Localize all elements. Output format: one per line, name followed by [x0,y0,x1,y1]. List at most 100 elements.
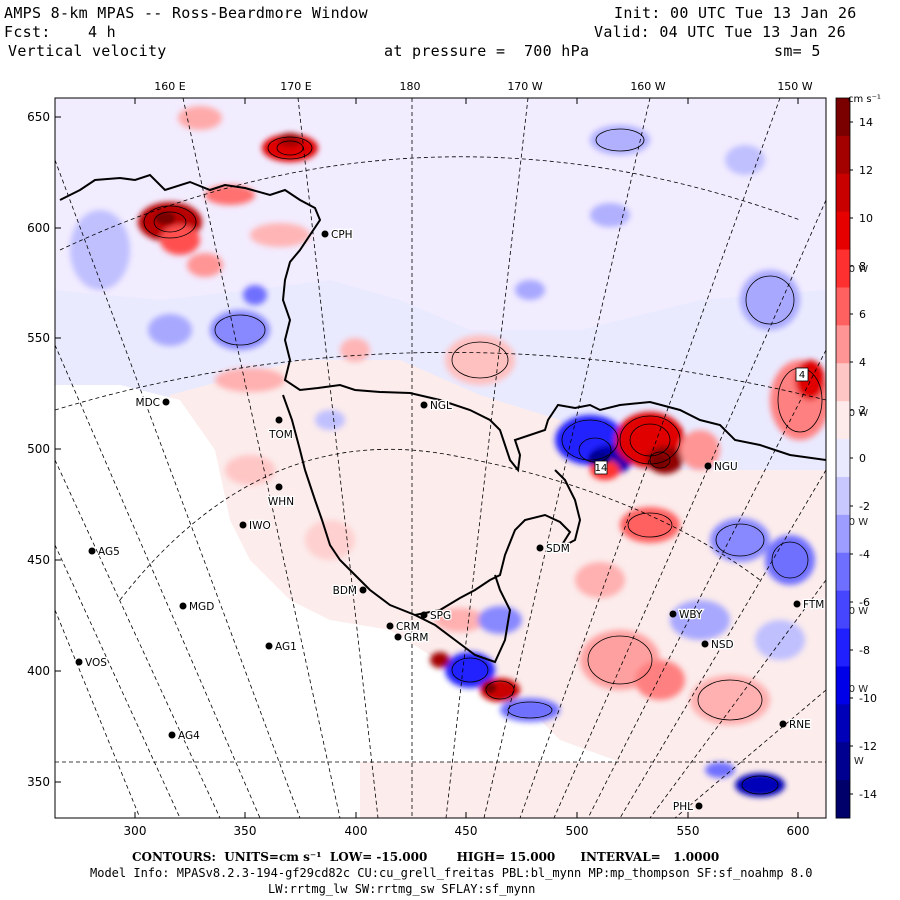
init-time: Init: 00 UTC Tue 13 Jan 26 [614,4,857,22]
station-mdc: MDC [134,396,170,410]
station-ftm: FTM [793,598,826,612]
top-longitude-labels: 160 E 170 E 180 170 W 160 W 150 W [154,80,813,93]
colorbar-label: -14 [859,788,877,801]
station-dot [669,610,677,618]
station-crm: CRM [386,620,421,634]
edge-longitude-labels: 140 W 130 W 120 W 110 W 100 W 90 W [836,264,868,767]
field-name: Vertical velocity [8,42,167,60]
colorbar-swatch [836,514,850,554]
station-label: MDC [136,397,160,409]
edge-longitude-label: 120 W [836,517,868,528]
station-box [594,460,608,475]
station-dot [420,401,428,409]
station-phl: PHL [672,800,703,814]
colorbar-label: 0 [859,452,866,465]
colorbar-label: -8 [859,644,870,657]
station-ag1: AG1 [265,640,298,654]
contour-lines [143,128,823,795]
field-plateau-south [55,762,360,818]
physics-info: LW:rrtmg_lw SW:rrtmg_sw SFLAY:sf_mynn [268,882,536,896]
station-dot [275,483,283,491]
colorbar-swatch [836,211,850,251]
colorbar-swatch [836,325,850,364]
colorbar-label: 4 [859,356,866,369]
colorbar-label: 6 [859,308,866,321]
station-bdm: BDM [331,584,367,598]
station-dot [168,731,176,739]
station-ngl: NGL [420,399,453,413]
y-tick-label: 500 [27,442,50,456]
contour-info: CONTOURS: UNITS=cm s⁻¹ LOW= -15.000 HIGH… [132,850,720,864]
colorbar-swatch [836,98,850,137]
coastline [59,173,826,664]
x-tick-label: 300 [124,824,147,838]
plot-frame [54,97,827,819]
forecast-label: Fcst: [4,23,51,41]
station-dot [701,640,709,648]
station-label: AG1 [275,641,297,653]
colorbar-units: cm s⁻¹ [848,94,881,105]
velocity-field [55,98,826,818]
x-tick-label: 350 [234,824,257,838]
x-tick-label: 400 [345,824,368,838]
station-sdm: SDM [536,542,571,556]
station-label: VOS [85,657,107,669]
colorbar-swatch [836,628,850,667]
colorbar-label: 14 [859,116,873,129]
y-tick-label: 550 [27,331,50,345]
y-tick-label: 450 [27,553,50,567]
station-dot [536,544,544,552]
station-box [795,367,809,382]
station-dot [265,642,273,650]
edge-longitude-label: 100 W [836,684,868,695]
station-label: NSD [711,639,734,651]
station-label: AG4 [178,730,200,742]
forecast-hour: 4 h [88,23,116,41]
colorbar-label: -6 [859,596,870,609]
station-label: FTM [803,599,824,611]
colorbar-swatch [836,742,850,781]
station-label: TOM [268,429,293,441]
station-14: 14 [594,460,608,475]
station-nsd: NSD [701,638,735,652]
graticule [55,98,826,818]
station-label: BDM [333,585,357,597]
station-dot [88,547,96,555]
station-label: 4 [799,370,805,381]
map-title: AMPS 8-km MPAS -- Ross-Beardmore Window [4,4,368,22]
station-dot [695,802,703,810]
colorbar-swatch [836,287,850,326]
station-grm: GRM [394,631,430,645]
colorbar-swatch [836,249,850,288]
station-label: NGU [714,461,738,473]
station-dot [239,521,247,529]
station-label: WHN [268,496,294,508]
station-dot [704,462,712,470]
x-axis: 300 350 400 450 500 550 600 [124,98,809,838]
y-tick-label: 650 [27,110,50,124]
x-tick-label: 450 [455,824,478,838]
top-longitude-label: 160 W [630,80,665,93]
model-info: Model Info: MPASv8.2.3-194-gf29cd82c CU:… [90,866,813,880]
colorbar-swatch [836,173,850,213]
station-label: PHL [673,801,693,813]
colorbar: 14 12 10 8 6 4 2 0 -2 -4 -6 -8 -10 -12 -14 [835,97,877,819]
colorbar-swatch [836,135,850,175]
colorbar-label: -2 [859,500,870,513]
station-label: RNE [789,719,811,731]
station-dot [779,720,787,728]
colorbar-label: 2 [859,404,866,417]
valid-time: Valid: 04 UTC Tue 13 Jan 26 [594,23,846,41]
station-rne: RNE [779,718,812,732]
top-longitude-label: 180 [400,80,421,93]
y-tick-label: 350 [27,775,50,789]
station-ag4: AG4 [168,729,201,743]
colorbar-swatch [836,476,850,516]
colorbar-label: -10 [859,692,877,705]
top-longitude-label: 160 E [154,80,185,93]
colorbar-label: -4 [859,548,870,561]
smoothing-value: sm= 5 [774,42,821,60]
edge-longitude-label: 130 W [836,408,868,419]
